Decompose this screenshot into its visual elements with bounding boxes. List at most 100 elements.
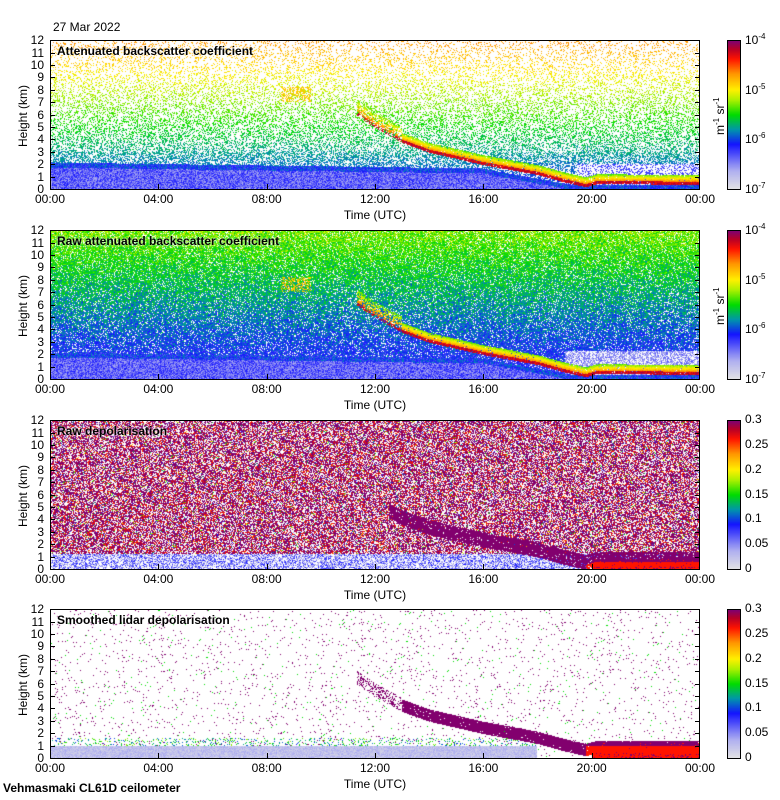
colorbar (727, 609, 741, 759)
y-tick-label: 12 (30, 602, 44, 617)
panel-title: Raw attenuated backscatter coefficient (57, 234, 280, 248)
y-tick-mark (50, 733, 55, 735)
y-tick-mark (50, 569, 55, 570)
colorbar-tick-exponent: -5 (758, 271, 766, 281)
x-tick-mark (591, 564, 593, 570)
x-tick-mark (50, 184, 51, 190)
x-tick-label: 04:00 (143, 382, 174, 396)
x-tick-mark (158, 753, 160, 759)
colorbar-unit-sr-exponent: -1 (712, 287, 721, 295)
y-tick-mark (50, 65, 55, 66)
colorbar-tick-base: 10 (745, 182, 759, 196)
y-tick-mark (695, 696, 700, 697)
y-tick-mark (50, 745, 55, 747)
x-tick-label: 16:00 (468, 382, 499, 396)
y-tick-label: 8 (37, 272, 44, 287)
y-tick-mark (50, 354, 55, 356)
y-tick-label: 1 (37, 169, 44, 184)
y-tick-label: 9 (37, 639, 44, 654)
panel-title: Raw depolarisation (57, 424, 168, 438)
y-tick-mark (50, 40, 55, 42)
y-tick-mark (50, 139, 55, 141)
x-tick-label: 00:00 (684, 572, 716, 586)
colorbar-unit-label: m-1 sr-1 (712, 287, 727, 325)
y-tick-mark (50, 379, 55, 380)
y-tick-mark (50, 432, 55, 434)
y-tick-label: 8 (37, 462, 44, 477)
x-axis-label: Time (UTC) (343, 588, 407, 602)
x-tick-mark (50, 753, 51, 759)
y-tick-mark (50, 366, 55, 368)
y-tick-label: 5 (37, 689, 44, 703)
y-tick-label: 12 (30, 223, 44, 238)
colorbar-tick-label: 10-6 (745, 131, 765, 146)
y-tick-mark (695, 40, 700, 42)
y-tick-mark (695, 544, 700, 546)
y-tick-mark (695, 354, 700, 356)
colorbar-tick-base: 10 (745, 82, 759, 97)
y-tick-mark (50, 457, 55, 459)
y-tick-label: 9 (37, 70, 44, 85)
y-tick-label: 4 (37, 701, 44, 716)
y-tick-mark (695, 127, 700, 128)
y-tick-label: 0 (37, 562, 44, 576)
heatmap-plot-area: Attenuated backscatter coefficient (50, 40, 700, 190)
y-tick-mark (695, 89, 700, 91)
y-tick-label: 0 (37, 751, 44, 765)
y-tick-mark (695, 531, 700, 533)
colorbar-unit-m: m (713, 315, 727, 325)
colorbar-tick-exponent: -7 (758, 371, 766, 380)
x-tick-mark (483, 753, 485, 759)
x-tick-label: 04:00 (143, 761, 174, 775)
y-tick-mark (695, 279, 700, 281)
colorbar-tick-base: 10 (745, 272, 759, 287)
y-tick-mark (50, 531, 55, 533)
y-tick-mark (695, 189, 700, 190)
y-tick-mark (50, 151, 55, 153)
y-tick-mark (50, 696, 55, 697)
y-tick-mark (50, 292, 55, 294)
y-tick-mark (695, 267, 700, 269)
y-tick-label: 1 (37, 549, 44, 564)
x-tick-label: 08:00 (251, 572, 282, 586)
y-tick-mark (50, 758, 55, 759)
y-axis-label: Height (km) (16, 274, 30, 337)
y-tick-mark (50, 255, 55, 256)
y-tick-mark (695, 255, 700, 256)
y-tick-mark (50, 519, 55, 521)
y-tick-mark (695, 683, 700, 685)
x-tick-mark (375, 753, 376, 759)
y-tick-mark (695, 292, 700, 294)
colorbar-tick-label: 0.2 (745, 650, 762, 665)
y-tick-mark (695, 758, 700, 759)
colorbar-unit-sr: sr (713, 294, 727, 308)
y-tick-label: 3 (37, 334, 44, 349)
y-tick-mark (695, 242, 700, 244)
y-tick-mark (50, 544, 55, 546)
y-tick-label: 8 (37, 82, 44, 97)
x-tick-mark (50, 374, 51, 380)
y-tick-label: 6 (37, 676, 44, 691)
y-tick-label: 12 (30, 413, 44, 428)
y-tick-label: 2 (37, 537, 44, 552)
colorbar-tick-label: 0.05 (745, 725, 769, 740)
colorbar-tick-label: 0.1 (745, 511, 762, 526)
x-tick-label: 16:00 (468, 192, 499, 206)
y-tick-mark (695, 482, 700, 484)
y-tick-label: 7 (37, 95, 44, 110)
y-tick-label: 5 (37, 120, 44, 134)
y-tick-mark (695, 230, 700, 232)
x-tick-mark (50, 564, 51, 570)
y-tick-label: 4 (37, 322, 44, 337)
date-label: 27 Mar 2022 (53, 20, 121, 34)
x-tick-label: 12:00 (359, 192, 391, 206)
y-axis-label: Height (km) (16, 653, 30, 716)
y-tick-label: 6 (37, 107, 44, 122)
colorbar-tick-label: 0.05 (745, 536, 769, 551)
y-tick-mark (50, 189, 55, 190)
y-tick-mark (50, 420, 55, 422)
colorbar-tick-base: 10 (745, 132, 759, 147)
colorbar (727, 420, 741, 570)
y-tick-label: 10 (30, 438, 44, 452)
x-tick-mark (158, 184, 160, 190)
